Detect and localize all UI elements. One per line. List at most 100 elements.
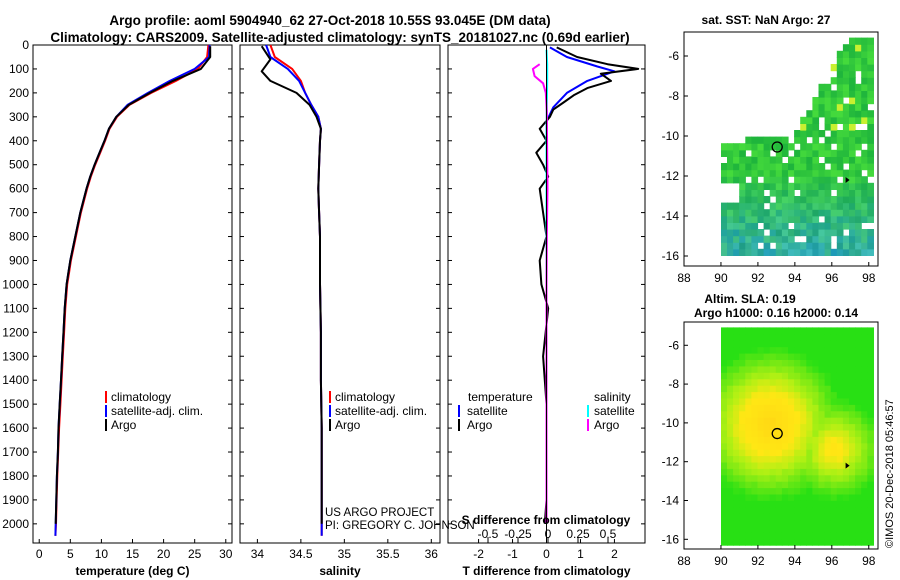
sst_map-cell <box>861 37 868 45</box>
sst_map-cell <box>855 196 862 204</box>
sla_map-cell <box>806 404 813 412</box>
sst_map-cell <box>836 77 844 85</box>
sst_map-cell <box>727 242 734 250</box>
sst_map-cell <box>830 77 838 85</box>
sla_map-cell <box>721 500 728 508</box>
sla_map-cell <box>836 449 844 457</box>
sla_map-cell <box>769 468 777 476</box>
sst_map-cell <box>824 169 832 177</box>
sst_map-cell <box>775 209 783 217</box>
sla_map-cell <box>818 333 826 341</box>
sla_map-cell <box>867 461 874 469</box>
sla_map-cell <box>818 404 826 412</box>
sla_map-cell <box>855 455 862 463</box>
sla_map-cell <box>733 397 740 405</box>
sst_map-cell <box>721 202 728 210</box>
sst_map-cell <box>836 130 844 138</box>
sst_map-cell <box>867 50 874 58</box>
sla_map-cell <box>806 449 813 457</box>
sla_map-cell <box>867 449 874 457</box>
sst_map-cell <box>794 149 801 157</box>
sla_map-cell <box>769 474 777 482</box>
sst_map-cell <box>812 196 820 204</box>
sla_map-cell <box>842 359 850 367</box>
sla_map-cell <box>824 442 832 450</box>
sst_map-cell <box>818 235 826 243</box>
sla_map-cell <box>751 513 759 521</box>
sla_map-cell <box>800 519 807 527</box>
sla_map-cell <box>818 513 826 521</box>
sla_map-cell <box>830 404 838 412</box>
sla_map-cell <box>769 455 777 463</box>
sla_map-cell <box>745 429 752 437</box>
sst_map-cell <box>849 182 856 190</box>
sla_map-cell <box>824 327 832 335</box>
sst_map-cell <box>842 130 850 138</box>
sla_map-cell <box>812 327 820 335</box>
sla_map-cell <box>836 340 844 348</box>
depth-tick-label: 1700 <box>2 445 29 459</box>
sla_map-cell <box>855 493 862 501</box>
sla_map-cell <box>757 333 765 341</box>
sla_map-cell <box>781 449 789 457</box>
sst_map-cell <box>855 110 862 118</box>
sst_map-cell <box>867 189 874 197</box>
depth-axis: 0 100 200 300 400 500 600 700 800 900 1000 1100 1200… <box>2 38 29 531</box>
sla_map-cells <box>721 327 874 546</box>
sst_map-cell <box>751 215 759 223</box>
sla_map-cell <box>800 436 807 444</box>
sst_map-cell <box>806 130 813 138</box>
sst_map-cell <box>867 70 874 78</box>
sla_map-cell <box>769 423 777 431</box>
sst_map-cell <box>842 143 850 151</box>
sst_map-cell <box>800 182 807 190</box>
sla_map-cell <box>867 429 874 437</box>
sla_map-cell <box>739 532 746 540</box>
sla_map-cell <box>855 449 862 457</box>
sst_map-cell <box>836 202 844 210</box>
sla_map-cell <box>745 436 752 444</box>
sst_map-cell <box>849 202 856 210</box>
sla_map-cell <box>842 340 850 348</box>
sst_map-cell <box>769 202 777 210</box>
sst_map-cell <box>812 222 820 230</box>
sla_map-cell <box>824 461 832 469</box>
sla_map-cell <box>855 487 862 495</box>
sst_map-cell <box>867 44 874 52</box>
sla_map-cell <box>739 442 746 450</box>
sst_map-cell <box>806 229 813 237</box>
sst_map-cell <box>757 235 765 243</box>
sla_map-cell <box>812 353 820 360</box>
sla_map-cell <box>775 513 783 521</box>
sla_map-cell <box>781 474 789 482</box>
sla_map-cell <box>788 525 795 533</box>
sla_map-cell <box>830 519 838 527</box>
sla_map-cell <box>727 385 734 393</box>
sdiff-tick-label: 0.5 <box>600 527 617 541</box>
sla_map-cell <box>788 378 795 386</box>
sla_map-cell <box>861 513 868 521</box>
sla_map-cell <box>800 538 807 546</box>
sst_map-cell <box>788 248 795 256</box>
sst_map-cell <box>849 123 856 131</box>
temperature-legend-label: climatology <box>111 390 171 404</box>
sst_map-cell <box>781 169 789 177</box>
sla_map-cell <box>806 436 813 444</box>
sla_map-cell <box>727 449 734 457</box>
temperature-frame <box>32 44 233 544</box>
sla_map-cell <box>763 481 771 489</box>
sla_map-cell <box>794 365 801 373</box>
sst_map-cell <box>739 143 746 151</box>
sla_map-cell <box>733 429 740 437</box>
sla_map-cell <box>849 487 856 495</box>
sla_map-cell <box>812 410 820 418</box>
sst_map-cell <box>830 116 838 124</box>
sla_map-cell <box>763 417 771 425</box>
sst_map-cell <box>800 136 807 144</box>
sla_map-cell <box>763 365 771 373</box>
sla_map-cell <box>836 455 844 463</box>
sst_map-cell <box>727 156 734 164</box>
sst_map-cell <box>721 215 728 223</box>
sla_map-cell <box>763 532 771 540</box>
